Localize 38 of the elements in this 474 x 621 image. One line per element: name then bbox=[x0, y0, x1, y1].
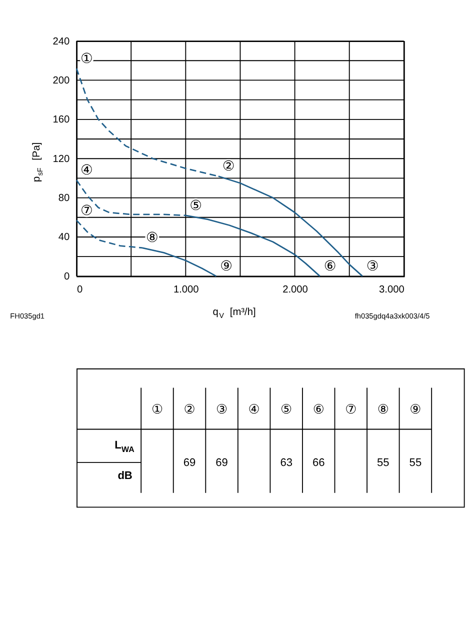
y-tick-label: 160 bbox=[52, 114, 70, 126]
y-tick-label: 120 bbox=[52, 154, 70, 165]
data-label: 55 bbox=[409, 457, 422, 470]
category-label: ① bbox=[151, 402, 164, 418]
annotation: ④ bbox=[80, 162, 93, 179]
x-tick-label: 3.000 bbox=[379, 284, 405, 296]
category-label: ⑥ bbox=[312, 402, 324, 418]
text: FH035gd1 bbox=[10, 312, 45, 321]
y-tick-label: 40 bbox=[58, 232, 70, 244]
annotation: ⑤ bbox=[190, 198, 202, 214]
data-label: 69 bbox=[216, 457, 228, 470]
data-label: 69 bbox=[183, 457, 196, 470]
annotation: ⑧ bbox=[146, 230, 158, 246]
annotation: ⑥ bbox=[324, 258, 336, 275]
annotation: ① bbox=[80, 50, 93, 67]
data-label: 63 bbox=[280, 457, 292, 470]
category-label: ⑦ bbox=[345, 402, 357, 418]
x-tick-label: 0 bbox=[77, 284, 83, 296]
data-label: 66 bbox=[312, 457, 325, 470]
text: fh035gdq4a3xk003/4/5 bbox=[354, 312, 430, 321]
annotation: ③ bbox=[366, 258, 379, 275]
category-label: ③ bbox=[216, 402, 228, 418]
annotation: ⑨ bbox=[220, 258, 233, 275]
y-tick-label: 0 bbox=[64, 271, 70, 282]
category-label: ⑤ bbox=[280, 402, 292, 418]
annotation: ② bbox=[222, 158, 235, 175]
data-label: 55 bbox=[377, 457, 390, 470]
y-tick-label: 200 bbox=[52, 75, 70, 86]
x-tick-label: 1.000 bbox=[173, 284, 200, 296]
y-tick-label: 80 bbox=[58, 193, 70, 204]
category-label: ⑨ bbox=[410, 402, 422, 418]
category-label: ⑧ bbox=[377, 402, 389, 418]
category-label: ④ bbox=[248, 402, 260, 418]
category-label: ② bbox=[184, 402, 196, 418]
x-tick-label: 2.000 bbox=[282, 284, 308, 296]
y-tick-label: 240 bbox=[52, 36, 70, 48]
text: dB bbox=[118, 470, 132, 482]
annotation: ⑦ bbox=[80, 202, 93, 219]
